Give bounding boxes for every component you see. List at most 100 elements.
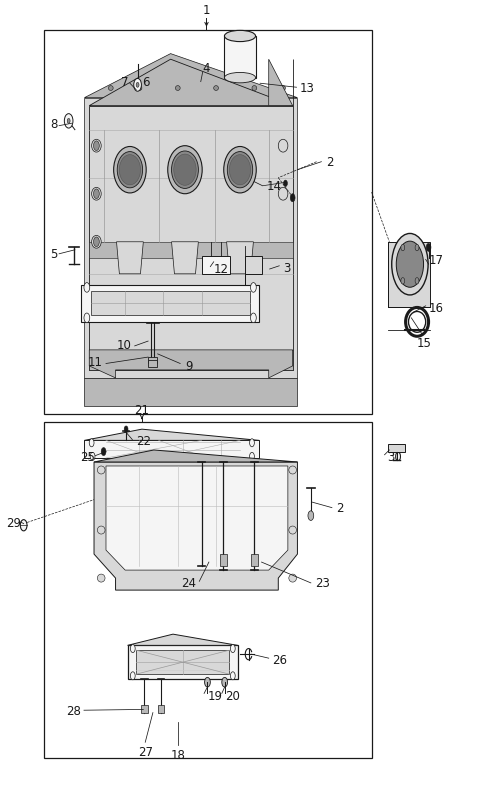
Polygon shape <box>148 357 157 364</box>
Circle shape <box>290 194 295 202</box>
Text: 30: 30 <box>387 450 402 463</box>
Text: 14: 14 <box>266 180 281 193</box>
Text: 7: 7 <box>121 76 129 89</box>
Ellipse shape <box>281 87 286 92</box>
Ellipse shape <box>97 574 105 582</box>
Ellipse shape <box>289 527 297 534</box>
Ellipse shape <box>171 152 198 190</box>
Circle shape <box>89 439 94 447</box>
Text: 29: 29 <box>6 516 21 529</box>
Circle shape <box>94 238 99 247</box>
Ellipse shape <box>252 87 257 92</box>
Polygon shape <box>94 450 298 463</box>
Polygon shape <box>269 60 293 107</box>
Ellipse shape <box>225 73 255 84</box>
Circle shape <box>251 314 256 324</box>
Ellipse shape <box>278 188 288 201</box>
Text: 4: 4 <box>203 62 210 75</box>
Text: 21: 21 <box>134 403 149 416</box>
Text: 12: 12 <box>214 263 228 275</box>
Polygon shape <box>220 554 227 566</box>
Circle shape <box>84 314 90 324</box>
Circle shape <box>64 115 73 129</box>
Polygon shape <box>89 107 293 370</box>
Polygon shape <box>84 99 298 378</box>
Text: 11: 11 <box>88 355 103 368</box>
Text: 17: 17 <box>429 254 444 267</box>
Ellipse shape <box>175 87 180 92</box>
Ellipse shape <box>92 188 101 201</box>
Text: 1: 1 <box>203 4 210 17</box>
Circle shape <box>94 141 99 151</box>
Polygon shape <box>141 705 148 713</box>
Polygon shape <box>202 257 230 275</box>
Text: 25: 25 <box>80 450 95 463</box>
Circle shape <box>284 181 288 187</box>
Ellipse shape <box>214 87 218 92</box>
Polygon shape <box>225 37 255 79</box>
Polygon shape <box>251 554 258 566</box>
Polygon shape <box>84 430 259 441</box>
Text: 26: 26 <box>273 654 288 666</box>
Polygon shape <box>128 646 238 679</box>
Text: 22: 22 <box>136 434 151 447</box>
Ellipse shape <box>224 147 256 194</box>
Text: 28: 28 <box>66 704 81 717</box>
Ellipse shape <box>97 467 105 475</box>
Ellipse shape <box>396 242 423 288</box>
Ellipse shape <box>114 147 146 194</box>
Polygon shape <box>148 361 157 367</box>
Ellipse shape <box>117 153 143 189</box>
Text: 19: 19 <box>207 689 222 702</box>
Text: 20: 20 <box>225 689 240 702</box>
Circle shape <box>415 279 419 285</box>
Ellipse shape <box>174 155 196 186</box>
Polygon shape <box>245 257 262 289</box>
Text: 15: 15 <box>417 336 432 350</box>
Ellipse shape <box>137 87 142 92</box>
Polygon shape <box>89 350 293 378</box>
Ellipse shape <box>92 140 101 153</box>
Circle shape <box>401 279 405 285</box>
Text: 6: 6 <box>143 76 150 89</box>
Polygon shape <box>84 378 298 406</box>
Circle shape <box>134 79 142 92</box>
Bar <box>44 31 372 414</box>
Circle shape <box>426 244 431 252</box>
Polygon shape <box>157 705 164 713</box>
Ellipse shape <box>278 140 288 153</box>
Circle shape <box>251 283 256 293</box>
Circle shape <box>131 645 135 653</box>
Ellipse shape <box>228 153 252 189</box>
Text: 2: 2 <box>326 156 334 169</box>
Ellipse shape <box>120 156 141 185</box>
Polygon shape <box>81 286 259 323</box>
Polygon shape <box>91 292 250 316</box>
Text: 5: 5 <box>50 248 57 261</box>
Polygon shape <box>89 60 293 107</box>
Polygon shape <box>388 445 405 452</box>
Ellipse shape <box>289 467 297 475</box>
Circle shape <box>308 512 314 521</box>
Polygon shape <box>89 350 293 370</box>
Text: 2: 2 <box>336 502 343 515</box>
Text: 24: 24 <box>181 577 196 589</box>
Ellipse shape <box>229 156 251 185</box>
Polygon shape <box>84 441 259 459</box>
Circle shape <box>90 453 95 461</box>
Circle shape <box>131 672 135 680</box>
Ellipse shape <box>225 31 255 43</box>
Ellipse shape <box>108 87 113 92</box>
Ellipse shape <box>392 234 428 296</box>
Circle shape <box>230 645 235 653</box>
Circle shape <box>136 84 139 88</box>
Text: 9: 9 <box>185 359 192 372</box>
Circle shape <box>250 453 254 461</box>
Circle shape <box>204 678 210 687</box>
Circle shape <box>94 190 99 199</box>
Circle shape <box>101 448 106 456</box>
Polygon shape <box>227 243 253 275</box>
Text: 16: 16 <box>429 302 444 315</box>
Polygon shape <box>89 243 293 259</box>
Text: 3: 3 <box>283 262 290 275</box>
